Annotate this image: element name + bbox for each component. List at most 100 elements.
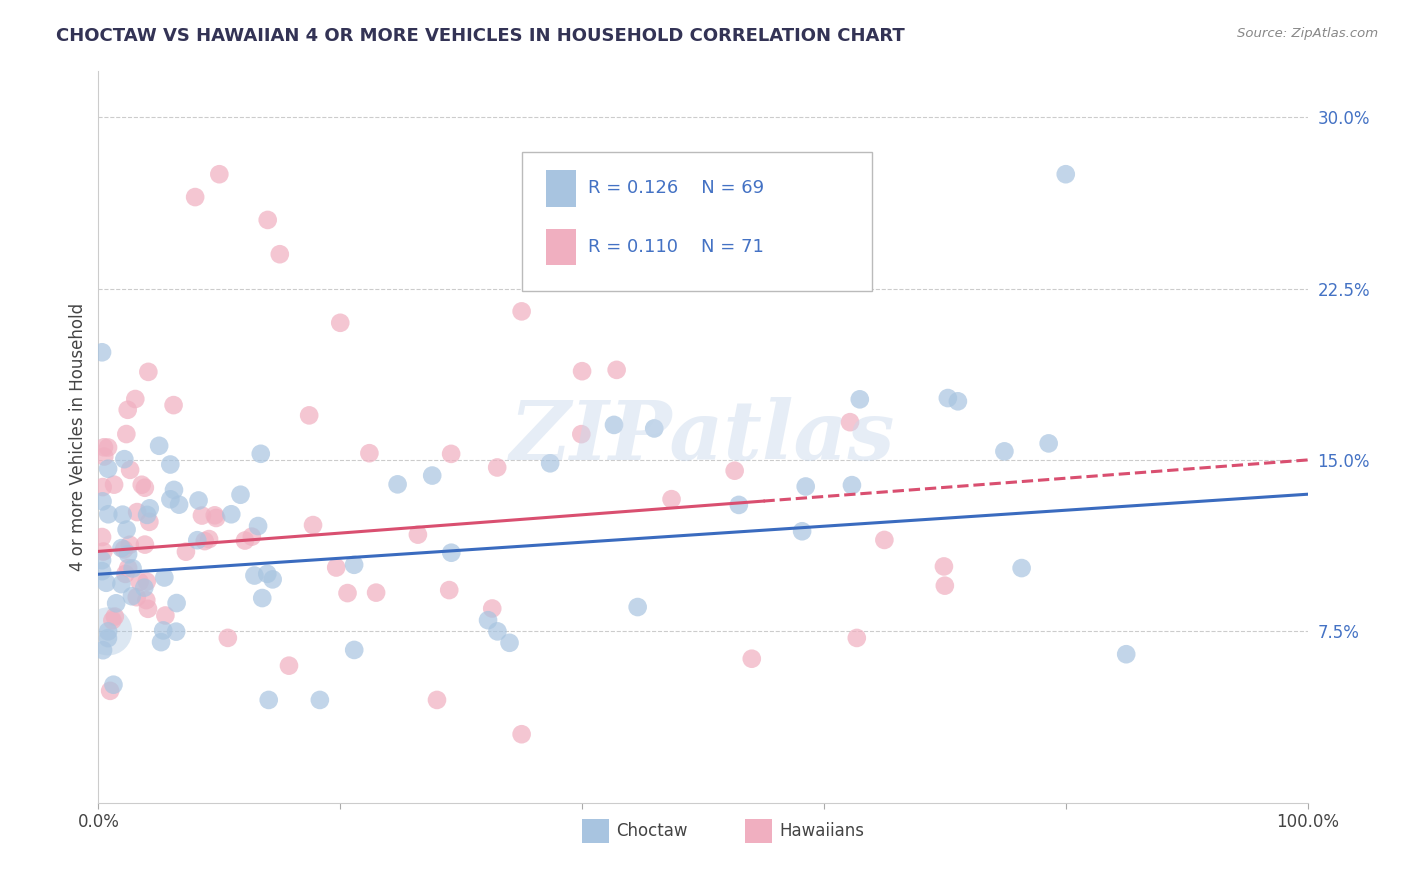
- Point: [155, 608, 177, 623]
- Point: [252, 591, 274, 605]
- Point: [240, 530, 263, 544]
- Point: [440, 546, 463, 560]
- Point: [112, 542, 135, 557]
- Point: [118, 538, 141, 552]
- Point: [839, 415, 862, 429]
- Point: [91, 530, 114, 544]
- Point: [486, 624, 509, 639]
- Point: [187, 493, 209, 508]
- Point: [724, 464, 747, 478]
- Point: [91, 480, 114, 494]
- Point: [256, 213, 278, 227]
- Point: [727, 498, 749, 512]
- Text: Choctaw: Choctaw: [616, 822, 688, 839]
- Point: [91, 494, 114, 508]
- Point: [97, 461, 120, 475]
- Point: [359, 446, 381, 460]
- Point: [256, 566, 278, 581]
- Bar: [582, 819, 609, 843]
- Point: [308, 693, 330, 707]
- Point: [112, 452, 135, 467]
- Point: [477, 613, 499, 627]
- Point: [510, 727, 533, 741]
- Point: [104, 609, 127, 624]
- Point: [325, 560, 347, 574]
- Point: [93, 440, 115, 454]
- Point: [510, 304, 533, 318]
- Point: [103, 678, 125, 692]
- Point: [233, 533, 256, 548]
- Point: [117, 402, 139, 417]
- Point: [343, 643, 366, 657]
- Point: [111, 508, 134, 522]
- Point: [481, 601, 503, 615]
- Point: [661, 492, 683, 507]
- Point: [97, 624, 120, 639]
- Point: [1038, 436, 1060, 450]
- Point: [603, 417, 626, 432]
- Point: [498, 636, 520, 650]
- Point: [208, 167, 231, 181]
- Point: [571, 364, 593, 378]
- Point: [162, 398, 184, 412]
- Point: [932, 559, 955, 574]
- Point: [115, 427, 138, 442]
- Point: [135, 574, 157, 589]
- Point: [114, 566, 136, 581]
- Point: [336, 586, 359, 600]
- Text: CHOCTAW VS HAWAIIAN 4 OR MORE VEHICLES IN HOUSEHOLD CORRELATION CHART: CHOCTAW VS HAWAIIAN 4 OR MORE VEHICLES I…: [56, 27, 905, 45]
- Point: [643, 421, 665, 435]
- Point: [159, 458, 181, 472]
- Text: R = 0.126    N = 69: R = 0.126 N = 69: [588, 179, 765, 197]
- Point: [166, 596, 188, 610]
- Point: [138, 365, 160, 379]
- Point: [125, 591, 148, 605]
- Point: [159, 492, 181, 507]
- Point: [152, 624, 174, 638]
- Point: [91, 564, 114, 578]
- Point: [194, 534, 217, 549]
- Point: [934, 579, 956, 593]
- Point: [302, 518, 325, 533]
- Point: [93, 544, 115, 558]
- Point: [439, 583, 461, 598]
- Point: [262, 573, 284, 587]
- Point: [117, 547, 139, 561]
- Point: [1011, 561, 1033, 575]
- Point: [298, 409, 321, 423]
- Point: [247, 519, 270, 533]
- Point: [198, 532, 221, 546]
- Bar: [546, 228, 576, 265]
- Point: [440, 447, 463, 461]
- Point: [627, 600, 650, 615]
- Point: [136, 508, 159, 522]
- Point: [97, 441, 120, 455]
- Point: [936, 391, 959, 405]
- Point: [278, 658, 301, 673]
- Point: [124, 392, 146, 406]
- Point: [97, 508, 120, 522]
- Point: [569, 427, 592, 442]
- Point: [741, 651, 763, 665]
- Point: [135, 593, 157, 607]
- Text: Hawaiians: Hawaiians: [779, 822, 865, 839]
- Point: [91, 553, 114, 567]
- Point: [841, 478, 863, 492]
- Point: [153, 570, 176, 584]
- Point: [127, 505, 149, 519]
- Text: ZIPatlas: ZIPatlas: [510, 397, 896, 477]
- Point: [229, 488, 252, 502]
- Point: [97, 624, 120, 639]
- Point: [134, 581, 156, 595]
- Point: [138, 515, 160, 529]
- Point: [110, 541, 132, 555]
- Point: [486, 460, 509, 475]
- Point: [538, 456, 561, 470]
- Point: [845, 631, 868, 645]
- Point: [794, 479, 817, 493]
- Point: [120, 463, 142, 477]
- Bar: [546, 170, 576, 207]
- Point: [186, 533, 208, 548]
- Point: [134, 538, 156, 552]
- Point: [406, 527, 429, 541]
